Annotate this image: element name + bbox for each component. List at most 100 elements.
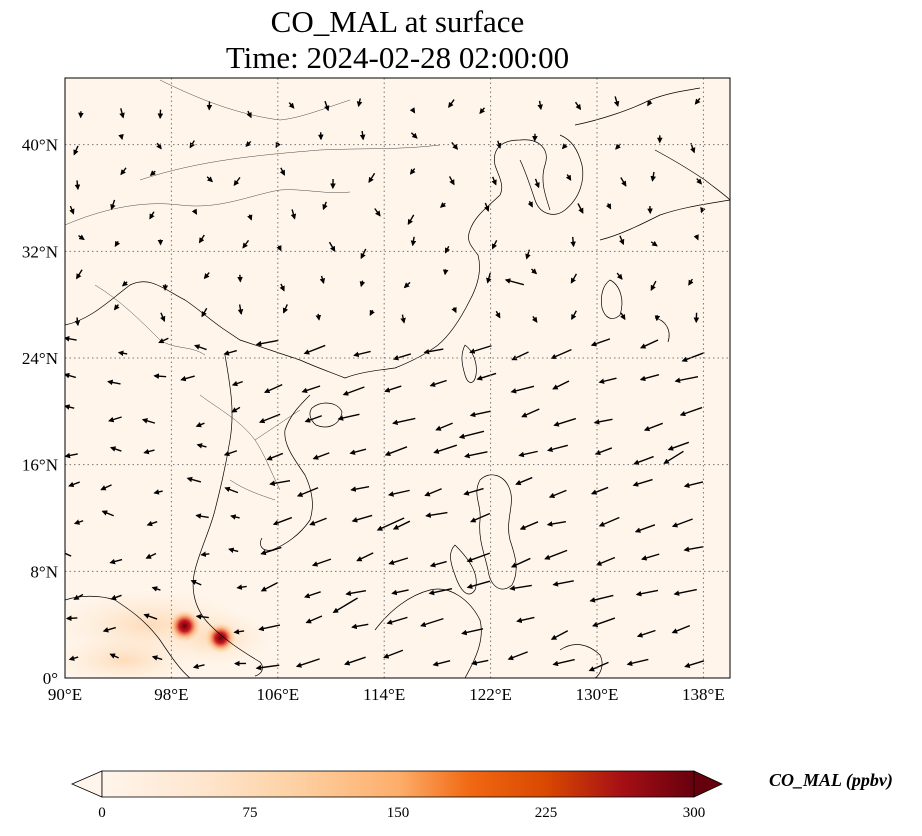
wind-arrow [507, 651, 528, 661]
wind-arrow [636, 629, 656, 638]
lat-tick-label: 8°N [30, 562, 58, 581]
lon-tick-label: 114°E [363, 685, 405, 704]
wind-arrow [109, 446, 122, 452]
wind-arrow [550, 630, 569, 640]
wind-arrow [198, 234, 205, 244]
wind-arrow [639, 374, 660, 382]
wind-arrow [387, 489, 410, 497]
wind-arrow [65, 372, 77, 379]
wind-arrow [570, 273, 578, 284]
wind-arrow [359, 130, 366, 141]
wind-arrow [153, 373, 167, 379]
wind-arrow [65, 615, 78, 622]
wind-arrow [192, 663, 205, 669]
wind-arrow [388, 557, 409, 566]
wind-arrow [151, 655, 163, 661]
wind-arrow [544, 549, 568, 560]
wind-arrow [109, 653, 119, 659]
wind-arrow [356, 98, 363, 108]
lon-tick-label: 90°E [48, 685, 82, 704]
wind-arrow [619, 235, 625, 246]
wind-arrow [696, 178, 703, 185]
wind-arrow [671, 518, 693, 528]
wind-arrow [620, 177, 627, 187]
wind-arrow [360, 248, 367, 260]
wind-arrow [255, 664, 280, 671]
wind-arrow [332, 597, 358, 614]
wind-arrow [410, 236, 417, 247]
wind-arrow [223, 349, 237, 356]
wind-arrow [409, 107, 416, 114]
wind-arrow [444, 246, 451, 254]
wind-arrow [119, 108, 125, 119]
wind-arrow [643, 422, 663, 432]
wind-arrow [78, 234, 85, 241]
wind-arrow [496, 140, 502, 149]
wind-arrow [328, 241, 336, 252]
wind-arrow [515, 476, 533, 486]
wind-arrow [224, 486, 239, 494]
wind-arrow [461, 628, 484, 636]
title-time: Time: 2024-02-28 02:00:00 [225, 40, 570, 75]
lon-tick-label: 130°E [576, 685, 619, 704]
wind-arrow [598, 516, 620, 527]
wind-arrow [594, 447, 613, 456]
wind-arrow [639, 339, 659, 349]
wind-arrow [504, 278, 525, 286]
wind-arrow [263, 384, 283, 394]
wind-arrow [470, 512, 491, 523]
wind-arrow [442, 269, 449, 276]
wind-arrow [616, 272, 623, 280]
wind-arrow [319, 275, 326, 285]
wind-arrow [345, 589, 367, 597]
map-background [65, 78, 730, 678]
wind-arrow [102, 626, 116, 633]
colorbar-extend-min [70, 770, 103, 798]
wind-arrow [589, 594, 614, 603]
wind-arrow [191, 208, 198, 215]
wind-arrow [683, 546, 704, 553]
wind-arrow [548, 489, 567, 499]
wind-arrow [574, 101, 582, 111]
longitude-labels: 90°E 98°E 106°E 114°E 122°E 130°E 138°E [48, 685, 725, 704]
wind-arrow [451, 306, 457, 314]
wind-arrow [206, 176, 214, 183]
wind-arrow [537, 100, 543, 111]
wind-arrow [531, 315, 538, 323]
wind-arrow [350, 486, 370, 492]
wind-arrow [595, 556, 616, 566]
wind-arrow [552, 380, 570, 390]
wind-arrow [189, 140, 195, 149]
wind-arrow [429, 379, 447, 387]
wind-arrow [121, 280, 128, 287]
wind-arrow [469, 345, 492, 354]
wind-arrow [301, 385, 321, 394]
wind-arrow [593, 418, 613, 425]
coastlines [65, 87, 730, 678]
wind-arrow [195, 613, 209, 620]
wind-arrow [279, 283, 285, 292]
wind-arrow [143, 448, 155, 455]
wind-arrow [384, 446, 408, 456]
wind-arrow [491, 239, 498, 250]
wind-arrow [590, 338, 611, 347]
wind-arrow [433, 444, 458, 454]
wind-arrow [195, 513, 209, 519]
wind-arrow [141, 418, 156, 424]
wind-arrow [469, 410, 491, 418]
wind-arrow [516, 616, 535, 624]
wind-arrow [647, 100, 653, 107]
wind-arrow [228, 547, 239, 553]
wind-arrow [304, 415, 322, 423]
wind-arrow [143, 613, 158, 620]
wind-arrow [491, 176, 497, 186]
wind-arrow [432, 660, 451, 667]
lon-tick-label: 138°E [682, 685, 725, 704]
wind-arrow [521, 408, 540, 418]
colorbar-tick: 0 [98, 805, 106, 821]
wind-arrow [118, 133, 124, 140]
wind-arrow [403, 281, 411, 289]
wind-arrow [276, 245, 282, 252]
wind-arrow [518, 450, 538, 458]
wind-arrow [65, 336, 77, 342]
